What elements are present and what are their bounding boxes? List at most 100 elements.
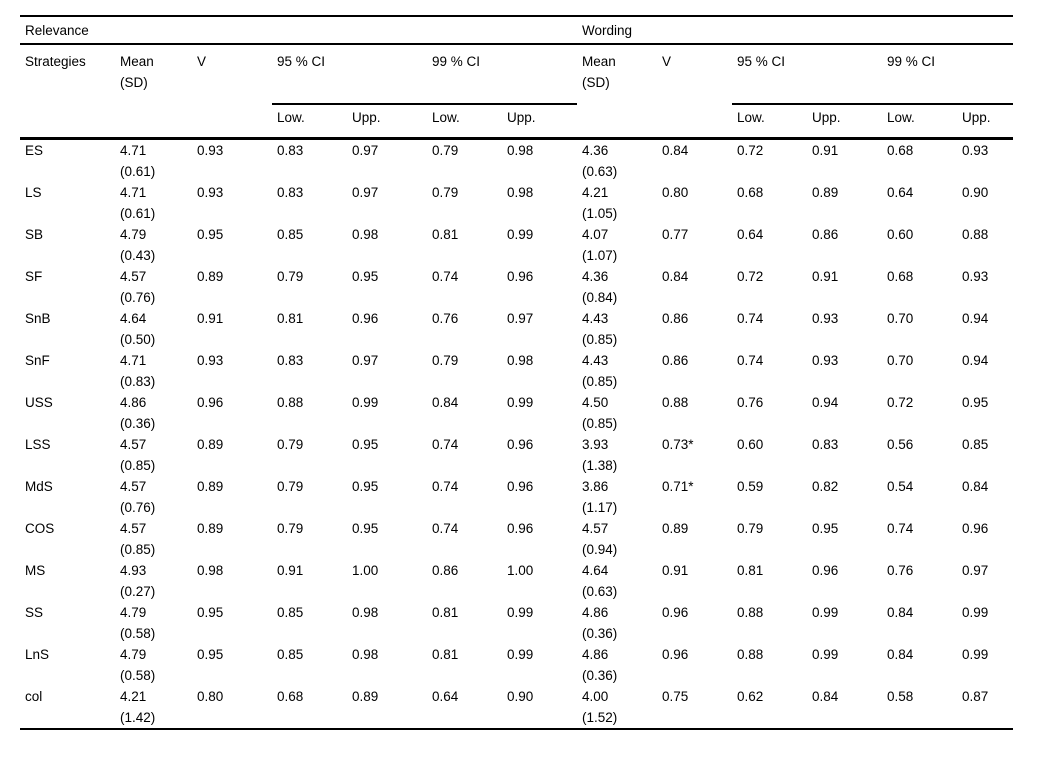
- table-row: col 4.21 (1.42) 0.80 0.68 0.89 0.64 0.90…: [20, 686, 1013, 730]
- ci99-low-cell-wording: 0.60: [887, 227, 914, 242]
- ci95-upp-cell-wording: 0.93: [812, 353, 839, 368]
- ci95-upp-cell-relevance: 0.95: [352, 269, 379, 284]
- mean-sd-cell-relevance: 4.71 (0.61): [115, 139, 192, 183]
- mean-sd-cell-wording: 4.64 (0.63): [577, 560, 657, 602]
- sd-value: (1.05): [582, 206, 618, 221]
- table-row: LSS 4.57 (0.85) 0.89 0.79 0.95 0.74 0.96…: [20, 434, 1013, 476]
- validity-table: Relevance Wording Strategies Mean (SD) V…: [20, 15, 1013, 730]
- ci95-low-cell-relevance: 0.83: [277, 185, 304, 200]
- col-header-ci99-upp-wording: Upp.: [957, 104, 1013, 140]
- v-cell-relevance: 0.96: [197, 395, 224, 410]
- sd-value: (0.83): [120, 374, 156, 389]
- ci99-low-cell-relevance: 0.79: [432, 353, 459, 368]
- mean-sd-cell-relevance: 4.71 (0.61): [115, 182, 192, 224]
- ci99-upp-cell-wording: 0.88: [962, 227, 989, 242]
- mean-value: 4.57: [120, 521, 147, 536]
- ci95-upp-cell-relevance: 0.95: [352, 521, 379, 536]
- ci99-low-cell-relevance: 0.74: [432, 521, 459, 536]
- mean-value: 4.36: [582, 143, 609, 158]
- mean-value: 3.93: [582, 437, 609, 452]
- col-header-ci95-wording: 95 % CI: [732, 44, 882, 105]
- sd-value: (0.85): [120, 542, 156, 557]
- ci95-low-cell-relevance: 0.79: [277, 521, 304, 536]
- mean-value: 4.43: [582, 353, 609, 368]
- v-cell-relevance: 0.93: [197, 353, 224, 368]
- sd-value: (1.42): [120, 710, 156, 725]
- v-cell-relevance: 0.93: [197, 143, 224, 158]
- mean-sd-cell-relevance: 4.57 (0.85): [115, 518, 192, 560]
- ci95-upp-cell-relevance: 0.97: [352, 143, 379, 158]
- group-header-row: Relevance Wording: [20, 16, 1013, 45]
- ci99-upp-cell-relevance: 0.96: [507, 521, 534, 536]
- v-cell-wording: 0.91: [662, 563, 689, 578]
- ci95-low-cell-wording: 0.72: [737, 143, 764, 158]
- sd-label: (SD): [582, 75, 610, 90]
- ci99-upp-cell-wording: 0.95: [962, 395, 989, 410]
- table-row: MdS 4.57 (0.76) 0.89 0.79 0.95 0.74 0.96…: [20, 476, 1013, 518]
- v-cell-wording: 0.84: [662, 143, 689, 158]
- col-header-ci99-wording: 99 % CI: [882, 44, 1013, 105]
- strategy-cell: USS: [25, 395, 53, 410]
- ci99-upp-cell-wording: 0.94: [962, 353, 989, 368]
- sd-value: (1.38): [582, 458, 618, 473]
- v-cell-wording: 0.84: [662, 269, 689, 284]
- sd-value: (1.52): [582, 710, 618, 725]
- strategy-cell: col: [20, 686, 115, 730]
- sd-value: (0.43): [120, 248, 156, 263]
- col-header-strategies: Strategies: [20, 44, 115, 140]
- mean-sd-cell-wording: 4.36 (0.84): [577, 266, 657, 308]
- ci95-low-cell-relevance: 0.85: [277, 647, 304, 662]
- sd-value: (0.61): [120, 206, 156, 221]
- v-cell-wording: 0.80: [662, 185, 689, 200]
- mean-sd-cell-relevance: 4.21 (1.42): [115, 686, 192, 730]
- ci99-upp-cell-relevance: 0.99: [507, 227, 534, 242]
- ci95-low-cell-relevance: 0.79: [277, 479, 304, 494]
- v-cell-relevance: 0.95: [197, 605, 224, 620]
- col-header-mean-sd-wording: Mean (SD): [577, 44, 657, 140]
- v-cell-wording: 0.86: [662, 311, 689, 326]
- col-header-ci95-relevance: 95 % CI: [272, 44, 427, 105]
- ci95-upp-cell-relevance: 0.98: [352, 227, 379, 242]
- ci99-upp-cell-relevance: 0.96: [507, 437, 534, 452]
- mean-sd-cell-wording: 4.50 (0.85): [577, 392, 657, 434]
- strategy-cell: SnB: [25, 311, 51, 326]
- v-cell-wording: 0.88: [662, 395, 689, 410]
- mean-value: 4.00: [582, 689, 609, 704]
- ci95-low-cell-relevance: 0.79: [277, 269, 304, 284]
- mean-value: 4.21: [120, 689, 147, 704]
- ci99-low-cell-relevance: 0.74: [432, 269, 459, 284]
- column-header-row: Strategies Mean (SD) V 95 % CI 99 % CI M…: [20, 44, 1013, 140]
- v-cell-relevance: 0.89: [197, 269, 224, 284]
- col-header-ci95-low-wording: Low.: [732, 104, 807, 140]
- v-cell-relevance: 0.93: [197, 185, 224, 200]
- ci95-upp-cell-wording: 0.83: [812, 437, 839, 452]
- mean-sd-cell-relevance: 4.64 (0.50): [115, 308, 192, 350]
- mean-value: 4.57: [120, 269, 147, 284]
- strategy-cell: MS: [25, 563, 46, 578]
- table-row: LS 4.71 (0.61) 0.93 0.83 0.97 0.79 0.98 …: [20, 182, 1013, 224]
- ci99-upp-cell-relevance: 0.98: [507, 353, 534, 368]
- ci95-low-cell-wording: 0.64: [737, 227, 764, 242]
- ci95-upp-cell-wording: 0.91: [812, 269, 839, 284]
- mean-sd-cell-wording: 4.86 (0.36): [577, 644, 657, 686]
- col-header-ci95-upp-wording: Upp.: [807, 104, 882, 140]
- validity-table-container: Relevance Wording Strategies Mean (SD) V…: [20, 15, 1013, 730]
- ci99-low-cell-relevance: 0.86: [432, 563, 459, 578]
- sd-value: (0.63): [582, 584, 618, 599]
- sd-value: (0.58): [120, 668, 156, 683]
- strategy-cell: MdS: [25, 479, 53, 494]
- col-header-ci99-low-relevance: Low.: [427, 104, 502, 140]
- col-header-mean-sd-relevance: Mean (SD): [115, 44, 192, 140]
- group-header-wording: Wording: [577, 16, 1013, 45]
- mean-sd-cell-wording: 4.21 (1.05): [577, 182, 657, 224]
- mean-sd-cell-relevance: 4.57 (0.76): [115, 266, 192, 308]
- mean-value: 4.71: [120, 185, 147, 200]
- v-cell-relevance: 0.91: [197, 311, 224, 326]
- table-row: USS 4.86 (0.36) 0.96 0.88 0.99 0.84 0.99…: [20, 392, 1013, 434]
- ci99-upp-cell-relevance: 0.96: [507, 269, 534, 284]
- sd-value: (0.50): [120, 332, 156, 347]
- ci99-upp-cell-relevance: 1.00: [507, 563, 534, 578]
- col-header-ci99-low-wording: Low.: [882, 104, 957, 140]
- ci99-low-cell-relevance: 0.74: [432, 437, 459, 452]
- ci95-upp-cell-wording: 0.99: [812, 647, 839, 662]
